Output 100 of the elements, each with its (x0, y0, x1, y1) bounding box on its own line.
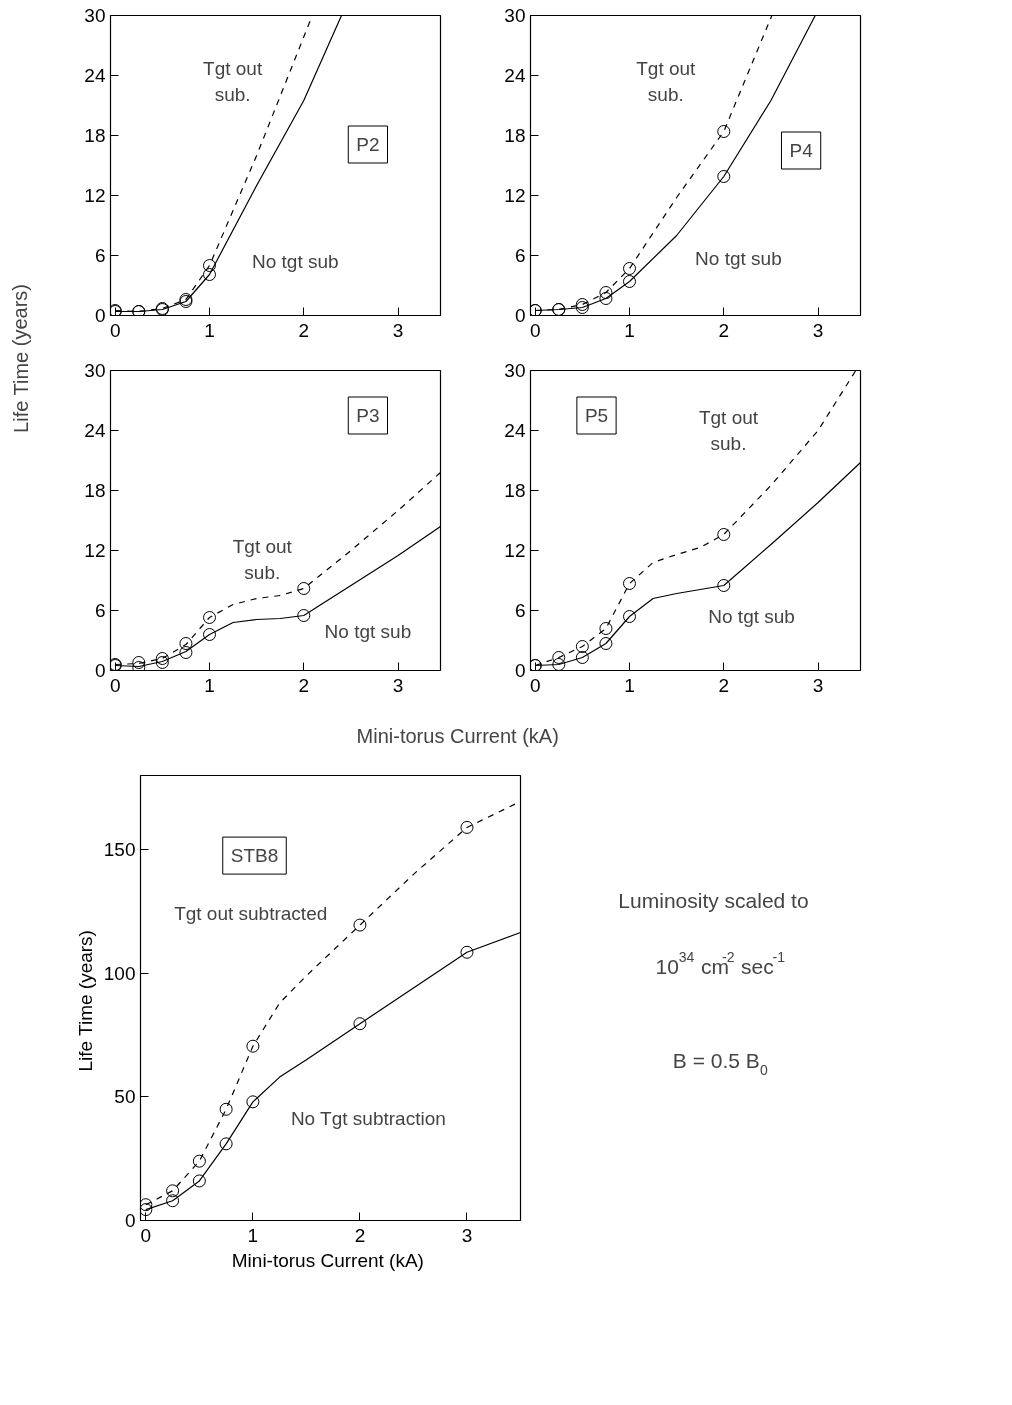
y-tick-label: 24 (84, 65, 106, 86)
point (460, 945, 474, 959)
annotation: No Tgt subtraction (290, 1107, 446, 1129)
point (155, 652, 169, 665)
point (599, 292, 613, 305)
point (246, 1095, 260, 1109)
y-tick-label: 6 (94, 600, 106, 621)
y-tick-label: 12 (504, 185, 526, 206)
y-tick-label: 30 (504, 360, 526, 381)
x-tick-label: 2 (298, 674, 310, 696)
x-tick-label: 2 (718, 674, 730, 696)
y-tick-label: 0 (514, 305, 526, 326)
x-tick-label: 3 (392, 674, 404, 696)
point (179, 637, 193, 650)
text: P4 (789, 140, 814, 161)
point (203, 268, 216, 281)
annotation: No tgt sub (324, 621, 412, 642)
y-tick-label: 30 (504, 5, 526, 26)
point (219, 1137, 233, 1151)
point (132, 661, 146, 671)
y-tick-label: 30 (84, 5, 106, 26)
annotation: Tgt out subtracted (174, 902, 328, 924)
y-tick-label: 12 (504, 540, 526, 561)
x-tick-label: 0 (529, 674, 541, 696)
point (140, 1198, 153, 1212)
y-tick-label: 0 (94, 305, 106, 326)
point (203, 628, 216, 641)
y-tick-label: 30 (84, 360, 106, 381)
x-tick-label: 1 (204, 319, 215, 341)
y-tick-label: 150 (103, 839, 136, 861)
annotation: No tgt sub (695, 248, 782, 269)
y-axis-title: Life Time (years) (9, 283, 32, 433)
point (219, 1102, 233, 1116)
x-tick-label: 1 (204, 674, 215, 696)
point (623, 275, 636, 288)
x-tick-label: 1 (624, 319, 635, 341)
y-tick-label: 18 (504, 125, 526, 146)
x-tick-label: 3 (812, 674, 824, 696)
y-tick-label: 12 (84, 185, 106, 206)
y-tick-label: 6 (514, 245, 526, 266)
x-tick-label: 3 (461, 1224, 473, 1246)
point (599, 637, 613, 650)
point (575, 640, 589, 653)
y-tick-label: 100 (103, 962, 136, 984)
annotation: Tgt out sub. (636, 58, 697, 105)
y-tick-label: 24 (504, 420, 526, 441)
y-axis-title: Life Time (years) (74, 930, 96, 1072)
y-tick-label: 0 (514, 660, 526, 681)
x-tick-label: 0 (529, 319, 541, 341)
point (192, 1174, 206, 1188)
point (623, 610, 636, 623)
x-tick-label: 0 (140, 1224, 152, 1246)
point (717, 125, 731, 138)
point (297, 582, 311, 595)
point (179, 646, 193, 659)
x-tick-label: 2 (354, 1224, 366, 1246)
point (353, 918, 367, 932)
y-tick-label: 6 (514, 600, 526, 621)
text: STB8 (230, 845, 279, 867)
x-axis-title: Mini-torus Current (kA) (231, 1249, 424, 1271)
x-tick-label: 2 (298, 319, 310, 341)
point (140, 1203, 153, 1217)
point (155, 656, 169, 669)
x-tick-label: 3 (392, 319, 404, 341)
point (717, 579, 731, 592)
x-tick-label: 1 (247, 1224, 259, 1246)
annotation: No tgt sub (708, 606, 795, 627)
y-tick-label: 0 (124, 1210, 136, 1231)
point (353, 1017, 367, 1031)
y-tick-label: 50 (114, 1086, 136, 1108)
point (132, 656, 146, 669)
point (623, 577, 636, 590)
y-tick-label: 18 (84, 480, 106, 501)
y-tick-label: 18 (504, 480, 526, 501)
x-axis-title: Mini-torus Current (kA) (356, 724, 559, 747)
y-tick-label: 24 (504, 65, 526, 86)
point (575, 651, 589, 664)
point (623, 262, 636, 275)
point (717, 528, 731, 541)
y-tick-label: 6 (94, 245, 106, 266)
annotation: Tgt out sub. (698, 407, 759, 454)
point (203, 611, 216, 624)
point (460, 820, 474, 834)
point (717, 170, 731, 183)
text: P3 (356, 405, 380, 426)
point (246, 1039, 260, 1053)
text: P2 (356, 134, 380, 155)
point (297, 609, 311, 622)
point (166, 1184, 180, 1198)
text: P5 (584, 405, 609, 426)
x-tick-label: 3 (812, 319, 824, 341)
point (599, 286, 613, 299)
point (192, 1154, 206, 1168)
y-tick-label: 24 (84, 420, 106, 441)
point (599, 622, 613, 635)
x-tick-label: 1 (624, 674, 635, 696)
annotation: Tgt out sub. (232, 536, 293, 583)
point (552, 658, 566, 671)
x-tick-label: 2 (718, 319, 730, 341)
y-tick-label: 12 (84, 540, 106, 561)
